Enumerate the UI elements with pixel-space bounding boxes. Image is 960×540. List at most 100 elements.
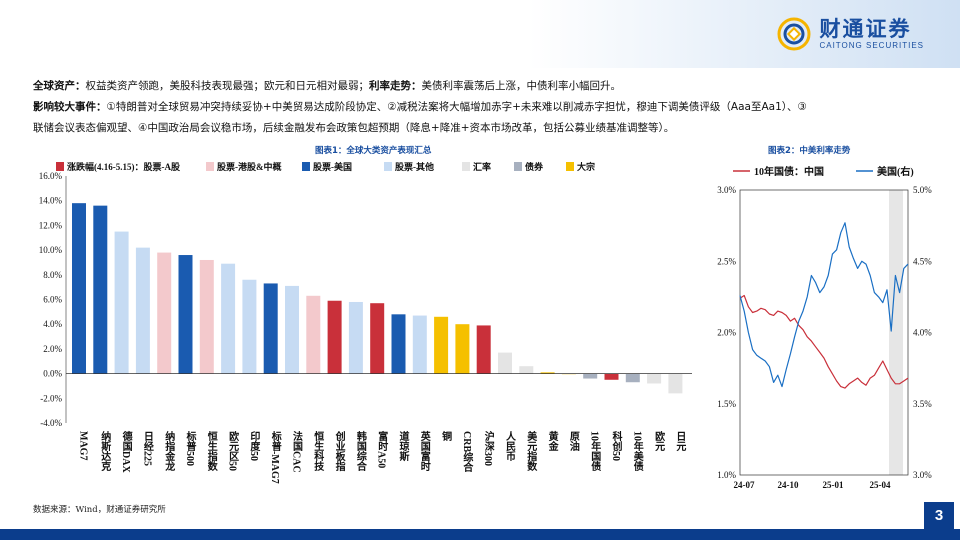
summary-text: 全球资产：权益类资产领跑，美股科技表现最强；欧元和日元相对最弱；利率走势：美债利… [33,76,933,139]
summary-line-2: 影响较大事件：①特朗普对全球贸易冲突持续妥协+中美贸易达成阶段协定、②减税法案将… [33,97,933,118]
figure2-title: 图表2：中美利率走势 [768,146,851,156]
bar [391,314,406,374]
legend-label-bond: 债券 [525,161,544,172]
legend-swatch-commodity [566,162,574,171]
category-label: 纳斯达克 [99,430,111,472]
category-label: 英国富时 [418,430,431,472]
left-y-tick-label: 2.5% [717,256,736,266]
bar [370,303,385,374]
bar [476,325,491,374]
x-tick-label: 24-07 [734,480,755,490]
category-label: 铜 [440,430,452,442]
x-tick-label: 25-04 [870,480,891,490]
bar [199,259,214,374]
bar [72,203,86,374]
bar [604,373,619,380]
brand-logo: 财通证券 CAITONG SECURITIES [777,14,924,54]
category-label: 韩国综合 [354,430,367,472]
rates-label: 利率走势： [369,80,422,92]
category-label: 纳指金龙 [163,430,176,472]
legend-swatch-a_share [56,162,64,171]
logo-english-text: CAITONG SECURITIES [819,40,924,50]
category-label: 标普-MAG7 [269,430,282,484]
right-y-tick-label: 4.5% [913,256,932,266]
asset-performance-bar-chart: 涨跌幅(4.16-5.15)：股票-A股 股票-港股&中概 股票-美国 股票-其他 汇率… [39,161,692,484]
legend-swatch-fx [462,162,470,171]
bar [306,295,321,374]
legend-label-commodity: 大宗 [577,161,595,172]
legend-label-us: 美国(右) [877,165,914,178]
left-y-tick-label: 2.0% [717,328,736,338]
bar [135,247,150,374]
x-tick-label: 24-10 [778,480,799,490]
assets-text: 权益类资产领跑，美股科技表现最强；欧元和日元相对最弱； [85,80,370,92]
right-y-tick-label: 3.0% [913,470,932,480]
category-label: 印度50 [248,431,260,461]
bar [263,283,278,374]
category-label: 道琼斯 [397,430,409,462]
bar [285,285,299,374]
coin-logo-icon [777,17,811,51]
y-tick-label: 6.0% [43,295,62,305]
legend-swatch-other [384,162,392,171]
bar [540,372,555,374]
category-label: 恒生指数 [205,430,217,472]
series-line-us [739,222,909,388]
left-y-tick-label: 1.0% [717,470,736,480]
assets-label: 全球资产： [33,80,86,92]
shaded-period [889,190,903,475]
bar [93,205,108,374]
legend-swatch-us [302,162,310,171]
bar [434,316,449,374]
y-tick-label: 2.0% [43,344,62,354]
bar [221,263,236,374]
y-tick-label: 4.0% [43,319,62,329]
bar [455,324,470,374]
bar [114,231,129,374]
bar [178,255,193,374]
page-number: 3 [924,502,954,529]
summary-line-1: 全球资产：权益类资产领跑，美股科技表现最强；欧元和日元相对最弱；利率走势：美债利… [33,76,933,97]
y-tick-label: 14.0% [39,196,63,206]
category-label: 10年国债 [589,431,601,472]
legend-label-us: 股票-美国 [313,161,352,172]
category-label: 黄金 [546,430,559,451]
category-label: 沪深300 [482,430,494,466]
rates-text: 美债利率震荡后上涨，中债利率小幅回升。 [421,80,622,92]
category-label: 科创50 [610,430,623,461]
bar [519,366,534,374]
data-source-note: 数据来源：Wind，财通证券研究所 [33,505,166,515]
bar [668,373,683,394]
x-tick-label: 25-01 [823,480,844,490]
legend-label-a_share: 涨跌幅(4.16-5.15)：股票-A股 [67,161,181,172]
y-tick-label: 12.0% [39,220,63,230]
legend-label-fx: 汇率 [473,161,491,172]
legend-label-cn: 10年国债：中国 [754,165,824,178]
top-header: 财通证券 CAITONG SECURITIES [0,0,960,68]
bar [348,301,363,374]
footer-bar [0,529,960,540]
bar [242,279,257,374]
category-label: 日经225 [141,431,153,466]
bar [157,252,172,374]
category-label: 德国DAX [120,430,133,474]
plot-frame [739,189,909,476]
bar [327,300,342,374]
bar [412,315,427,374]
bar [647,373,662,384]
legend-label-other: 股票-其他 [395,161,434,172]
series-line-cn [739,294,909,389]
legend-swatch-bond [514,162,522,171]
category-label: 日元 [674,431,686,452]
category-label: 原油 [567,431,579,452]
events-label: 影响较大事件： [33,101,107,113]
category-label: 标普500 [184,430,197,466]
y-tick-label: 16.0% [39,171,63,181]
rate-trend-line-chart: 10年国债：中国 美国(右) 3.0% 2.5% 2.0% 1.5% 1.0% 5.0% 4.5… [717,165,932,490]
category-label: 富时A50 [376,430,388,468]
right-y-tick-label: 3.5% [913,399,932,409]
category-label: 法国CAC [291,430,303,473]
category-label: 欧元 [653,430,665,452]
category-label: 欧元区50 [227,430,239,471]
bar [625,373,640,383]
